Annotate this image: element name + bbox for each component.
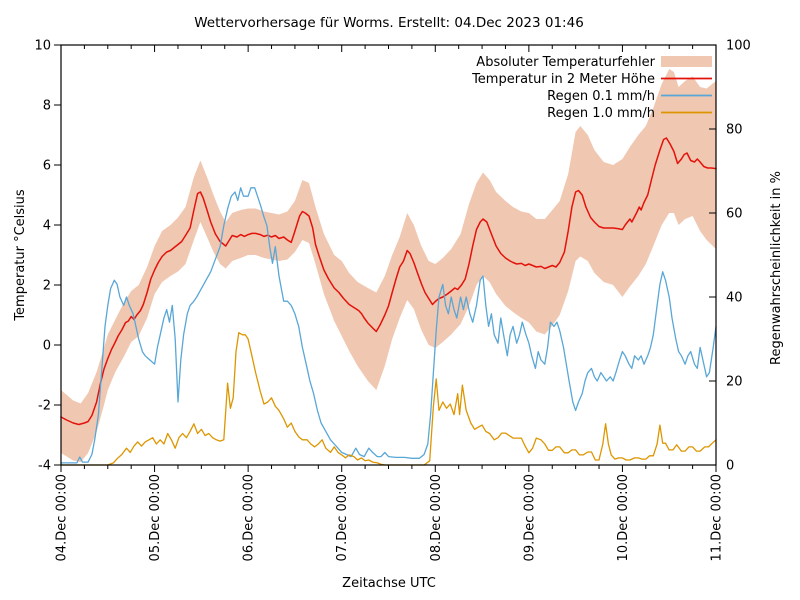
y-right-tick-label: 0 [726, 459, 734, 474]
rain-10-line [60, 332, 717, 466]
y-right-tick-label: 60 [726, 207, 743, 222]
chart-title: Wettervorhersage für Worms. Erstellt: 04… [194, 15, 584, 31]
x-tick-label: 08.Dec 00:00 [429, 474, 444, 561]
x-tick-label: 06.Dec 00:00 [242, 474, 257, 561]
legend-swatch-temperature-error-band [661, 56, 712, 67]
y-right-tick-label: 80 [726, 123, 743, 138]
chart-legend: Absoluter Temperaturfehler Temperatur in… [471, 55, 712, 121]
x-axis-title: Zeitachse UTC [342, 576, 436, 591]
y-left-tick-label: -4 [38, 459, 51, 474]
y-right-tick-label: 100 [726, 39, 751, 54]
x-tick-label: 10.Dec 00:00 [616, 474, 631, 561]
y-left-tick-label: 10 [34, 39, 51, 54]
y-right-tick-label: 40 [726, 291, 743, 306]
y-left-tick-label: 8 [43, 99, 51, 114]
legend-label-temperature-error: Absoluter Temperaturfehler [476, 55, 655, 70]
x-tick-label: 07.Dec 00:00 [335, 474, 350, 561]
plot-area: 04.Dec 00:00 05.Dec 00:00 06.Dec 00:00 07.D… [34, 39, 750, 562]
y-left-tick-label: -2 [38, 399, 51, 414]
legend-label-rain-01: Regen 0.1 mm/h [547, 89, 655, 104]
y-right-tick-label: 20 [726, 375, 743, 390]
y-left-tick-label: 4 [43, 219, 51, 234]
temperature-error-band [61, 69, 716, 462]
y-left-axis-title: Temperatur °Celsius [13, 189, 28, 322]
legend-label-temperature: Temperatur in 2 Meter Höhe [471, 72, 655, 87]
rain-01-line [60, 187, 717, 464]
x-tick-label: 11.Dec 00:00 [710, 474, 725, 561]
y-left-tick-label: 0 [43, 339, 51, 354]
y-right-axis-title: Regenwahrscheinlichkeit in % [769, 171, 784, 365]
legend-label-rain-10: Regen 1.0 mm/h [547, 106, 655, 121]
x-tick-label: 05.Dec 00:00 [148, 474, 163, 561]
y-left-tick-label: 6 [43, 159, 51, 174]
x-tick-label: 04.Dec 00:00 [55, 474, 70, 561]
temperature-line [60, 137, 717, 426]
x-tick-label: 09.Dec 00:00 [522, 474, 537, 561]
y-left-tick-label: 2 [43, 279, 51, 294]
